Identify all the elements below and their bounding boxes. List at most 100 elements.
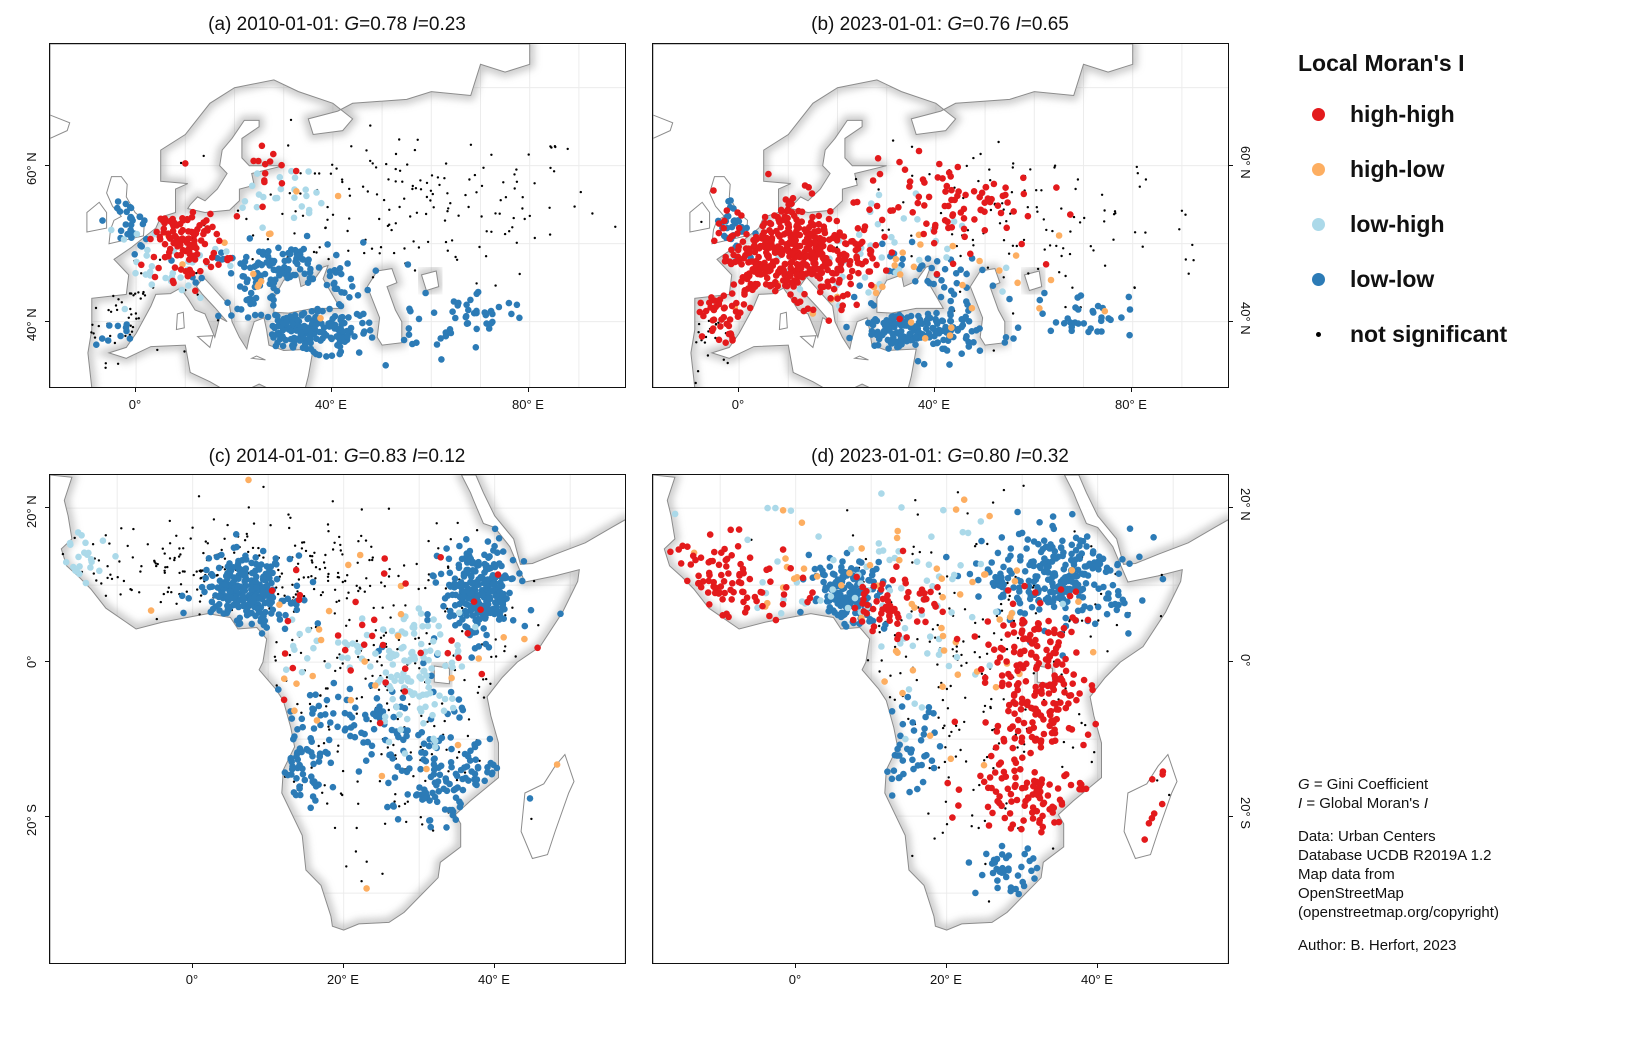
urban-center-point-low-high xyxy=(367,663,374,670)
urban-center-point-not-significant xyxy=(1083,216,1086,220)
urban-center-point-low-low xyxy=(338,320,346,328)
urban-center-point-not-significant xyxy=(977,179,980,183)
urban-center-point-not-significant xyxy=(325,705,328,708)
urban-center-point-low-high xyxy=(87,564,94,571)
urban-center-point-not-significant xyxy=(326,579,330,583)
urban-center-point-not-significant xyxy=(134,312,138,315)
urban-center-point-low-high xyxy=(144,246,151,254)
urban-center-point-not-significant xyxy=(427,579,430,582)
urban-center-point-not-significant xyxy=(104,594,108,597)
urban-center-point-high-high xyxy=(1145,820,1153,827)
urban-center-point-low-low xyxy=(404,727,411,734)
urban-center-point-not-significant xyxy=(376,660,379,663)
urban-center-point-low-high xyxy=(895,266,902,273)
urban-center-point-low-low xyxy=(1074,306,1082,313)
urban-center-point-high-high xyxy=(866,246,874,254)
urban-center-point-low-low xyxy=(93,341,100,349)
urban-center-point-not-significant xyxy=(356,780,359,783)
urban-center-point-high-high xyxy=(401,688,409,695)
urban-center-point-not-significant xyxy=(473,173,477,177)
urban-center-point-low-high xyxy=(861,274,869,281)
urban-center-point-high-high xyxy=(1022,678,1030,685)
urban-center-point-high-high xyxy=(971,216,978,223)
urban-center-point-low-low xyxy=(1020,882,1028,890)
urban-center-point-low-low xyxy=(267,563,275,570)
urban-center-point-low-low xyxy=(307,735,315,742)
urban-center-point-not-significant xyxy=(283,594,286,597)
urban-center-point-not-significant xyxy=(989,706,992,710)
urban-center-point-high-high xyxy=(147,235,154,243)
urban-center-point-high-high xyxy=(799,574,807,582)
urban-center-point-high-high xyxy=(870,582,878,590)
urban-center-point-not-significant xyxy=(104,362,107,365)
urban-center-point-not-significant xyxy=(910,234,913,237)
urban-center-point-low-low xyxy=(976,325,983,332)
urban-center-point-high-high xyxy=(819,254,827,261)
urban-center-point-not-significant xyxy=(155,617,158,621)
urban-center-point-high-high xyxy=(830,246,837,253)
urban-center-point-high-high xyxy=(1003,658,1010,665)
urban-center-point-not-significant xyxy=(695,341,698,344)
urban-center-point-not-significant xyxy=(324,553,327,557)
urban-center-point-not-significant xyxy=(127,316,130,319)
urban-center-point-not-significant xyxy=(446,192,449,195)
urban-center-point-not-significant xyxy=(336,656,339,659)
urban-center-point-not-significant xyxy=(991,501,995,504)
urban-center-point-not-significant xyxy=(851,534,855,537)
urban-center-point-not-significant xyxy=(109,573,112,576)
urban-center-point-not-significant xyxy=(424,586,427,590)
y-tick-label: 20° N xyxy=(24,495,39,528)
urban-center-point-high-high xyxy=(193,244,200,252)
urban-center-point-high-high xyxy=(723,563,730,570)
urban-center-point-low-low xyxy=(300,322,308,330)
urban-center-point-high-high xyxy=(1046,652,1053,659)
urban-center-point-high-high xyxy=(815,212,823,220)
urban-center-point-low-low xyxy=(976,347,984,355)
urban-center-point-not-significant xyxy=(1099,592,1103,596)
urban-center-point-high-high xyxy=(728,596,735,603)
urban-center-point-not-significant xyxy=(1144,231,1147,234)
urban-center-point-low-low xyxy=(323,696,331,704)
urban-center-point-low-low xyxy=(420,740,428,747)
island-land xyxy=(799,335,817,349)
urban-center-point-low-low xyxy=(391,774,399,781)
urban-center-point-low-high xyxy=(396,711,403,718)
urban-center-point-high-high xyxy=(1013,662,1020,669)
urban-center-point-not-significant xyxy=(418,667,421,670)
urban-center-point-not-significant xyxy=(301,541,304,544)
urban-center-point-high-low xyxy=(378,772,386,780)
urban-center-point-high-high xyxy=(278,180,286,187)
urban-center-point-high-high xyxy=(737,560,744,568)
urban-center-point-not-significant xyxy=(392,251,396,255)
urban-center-point-high-low xyxy=(250,270,257,278)
urban-center-point-not-significant xyxy=(379,246,383,249)
data-source-line: Map data from xyxy=(1298,866,1395,883)
urban-center-point-high-high xyxy=(967,250,974,258)
urban-center-point-not-significant xyxy=(379,636,383,639)
urban-center-point-high-high xyxy=(194,226,201,233)
urban-center-point-low-low xyxy=(910,727,918,734)
urban-center-point-not-significant xyxy=(521,196,524,199)
urban-center-point-not-significant xyxy=(1187,272,1190,275)
urban-center-point-low-low xyxy=(304,747,312,754)
urban-center-point-not-significant xyxy=(937,686,940,689)
urban-center-point-low-low xyxy=(483,631,490,639)
urban-center-point-low-low xyxy=(214,584,221,591)
urban-center-point-high-high xyxy=(854,225,862,232)
urban-center-point-low-high xyxy=(381,713,389,720)
urban-center-point-high-low xyxy=(1012,252,1020,259)
urban-center-point-low-low xyxy=(490,547,497,554)
urban-center-point-high-low xyxy=(969,578,976,586)
urban-center-point-high-low xyxy=(1007,613,1014,621)
urban-center-point-low-low xyxy=(240,586,248,594)
urban-center-point-high-high xyxy=(801,290,808,298)
urban-center-point-high-low xyxy=(917,241,924,248)
urban-center-point-low-low xyxy=(841,611,848,618)
urban-center-point-not-significant xyxy=(322,561,326,564)
urban-center-point-low-low xyxy=(261,599,269,607)
urban-center-point-not-significant xyxy=(1058,271,1061,274)
urban-center-point-high-high xyxy=(1048,729,1056,737)
urban-center-point-not-significant xyxy=(1031,586,1035,589)
urban-center-point-high-high xyxy=(798,218,805,225)
urban-center-point-low-low xyxy=(270,332,277,340)
